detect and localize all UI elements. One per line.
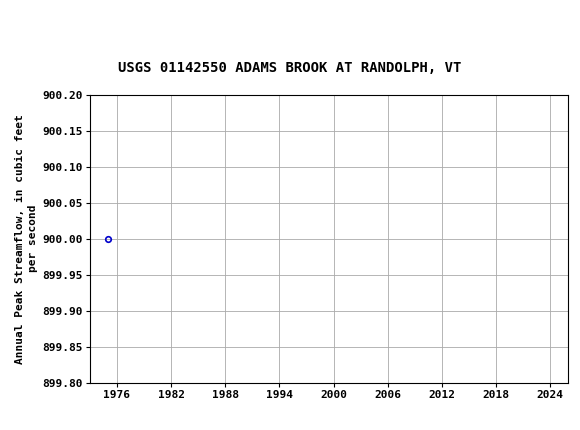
Text: USGS 01142550 ADAMS BROOK AT RANDOLPH, VT: USGS 01142550 ADAMS BROOK AT RANDOLPH, V… bbox=[118, 61, 462, 75]
Y-axis label: Annual Peak Streamflow, in cubic feet
per second: Annual Peak Streamflow, in cubic feet pe… bbox=[15, 114, 38, 363]
Text: ≡USGS: ≡USGS bbox=[9, 9, 59, 27]
